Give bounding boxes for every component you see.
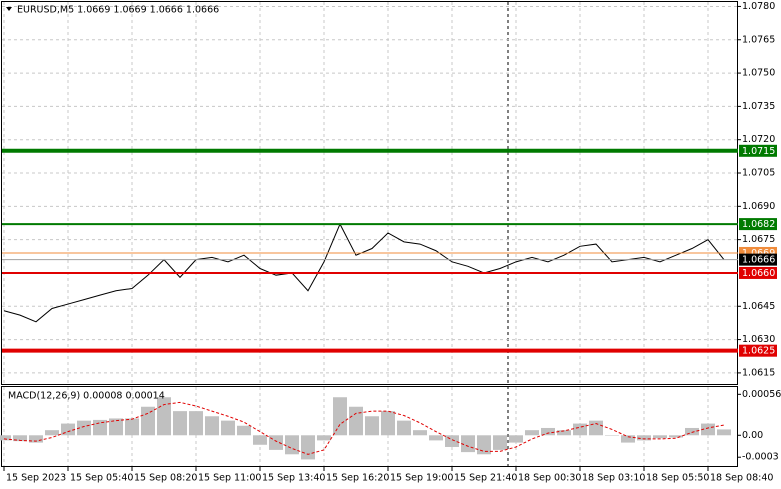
macd-bar — [685, 427, 699, 436]
macd-bar — [429, 435, 443, 441]
x-tick-label: 18 Sep 00:30 — [518, 473, 581, 484]
macd-bar — [605, 435, 619, 436]
x-tick-label: 15 Sep 16:20 — [326, 473, 389, 484]
x-tick-label: 15 Sep 08:20 — [134, 473, 197, 484]
y-tick-label: 1.0630 — [742, 334, 775, 345]
macd-bar — [477, 435, 491, 455]
macd-bar — [493, 435, 507, 450]
y-tick-label: 0.00056 — [742, 389, 781, 400]
y-tick-label: 1.0615 — [742, 367, 775, 378]
macd-bar — [61, 423, 75, 436]
macd-bar — [413, 430, 427, 436]
macd-bar — [221, 420, 235, 436]
level-label-box — [739, 144, 777, 157]
y-tick-label: 1.0720 — [742, 134, 775, 145]
y-tick-label: 0.00 — [742, 430, 763, 441]
y-tick-label: 1.0765 — [742, 34, 775, 45]
x-tick-label: 18 Sep 03:10 — [582, 473, 645, 484]
x-tick-label: 15 Sep 11:00 — [198, 473, 261, 484]
macd-bar — [253, 435, 267, 445]
ask-label: 1.0669 — [742, 248, 775, 259]
macd-bar — [509, 435, 523, 443]
macd-bar — [173, 411, 187, 436]
macd-bar — [541, 427, 555, 436]
macd-bar — [93, 419, 107, 436]
macd-bar — [189, 411, 203, 436]
level-label: 1.0625 — [742, 346, 775, 357]
x-tick-label: 15 Sep 13:40 — [262, 473, 325, 484]
y-tick-label: 1.0705 — [742, 168, 775, 179]
macd-bar — [557, 430, 571, 436]
macd-bar — [269, 435, 283, 450]
price-frame — [1, 1, 738, 385]
macd-bar — [445, 435, 459, 447]
level-label-box — [739, 344, 777, 357]
level-label: 1.0715 — [742, 146, 775, 157]
macd-bar — [13, 435, 27, 442]
y-tick-label: 1.0750 — [742, 68, 775, 79]
macd-bar — [637, 435, 651, 441]
macd-bar — [621, 435, 635, 443]
bid-label-box — [739, 253, 777, 266]
y-tick-label: 1.0675 — [742, 234, 775, 245]
macd-bar — [461, 435, 475, 453]
macd-bar — [77, 420, 91, 436]
signal-line — [3, 401, 725, 455]
y-tick-label: 1.0780 — [742, 1, 775, 12]
macd-bar — [141, 406, 155, 436]
macd-bar — [301, 435, 315, 460]
macd-bar — [589, 420, 603, 436]
level-label: 1.0660 — [742, 268, 775, 279]
macd-bar — [397, 420, 411, 436]
macd-bar — [237, 425, 251, 436]
x-tick-label: 15 Sep 19:00 — [390, 473, 453, 484]
x-tick-label: 15 Sep 05:40 — [70, 473, 133, 484]
macd-bar — [205, 416, 219, 436]
macd-bar — [573, 423, 587, 436]
x-tick-label: 18 Sep 08:40 — [710, 473, 773, 484]
x-tick-label: 15 Sep 2023 — [6, 473, 66, 484]
level-label-box — [739, 266, 777, 279]
macd-bar — [0, 435, 11, 441]
x-tick-label: 18 Sep 05:50 — [646, 473, 709, 484]
macd-bar — [29, 435, 43, 443]
macd-bar — [717, 429, 731, 436]
macd-bar — [157, 397, 171, 436]
macd-title: MACD(12,26,9) 0.00008 0.00014 — [8, 391, 165, 402]
chart-title: EURUSD,M5 1.0669 1.0669 1.0666 1.0666 — [17, 5, 219, 16]
macd-bar — [125, 418, 139, 436]
macd-bar — [333, 397, 347, 436]
y-tick-label: 1.0690 — [742, 201, 775, 212]
macd-bar — [45, 430, 59, 436]
level-label: 1.0682 — [742, 219, 775, 230]
macd-bar — [701, 423, 715, 436]
macd-bar — [525, 430, 539, 436]
macd-bar — [285, 435, 299, 455]
x-tick-label: 15 Sep 21:40 — [454, 473, 517, 484]
macd-bar — [109, 418, 123, 436]
macd-bar — [365, 416, 379, 436]
macd-bar — [381, 411, 395, 436]
y-tick-label: 1.0645 — [742, 301, 775, 312]
bid-label: 1.0666 — [742, 255, 775, 266]
level-label-box — [739, 218, 777, 231]
y-tick-label: -0.0003 — [742, 452, 779, 463]
macd-frame — [1, 386, 738, 467]
y-tick-label: 1.0735 — [742, 101, 775, 112]
macd-bar — [653, 435, 667, 439]
macd-bar — [669, 435, 683, 438]
menu-arrow — [6, 7, 12, 11]
macd-bar — [317, 435, 331, 441]
macd-bar — [349, 406, 363, 436]
